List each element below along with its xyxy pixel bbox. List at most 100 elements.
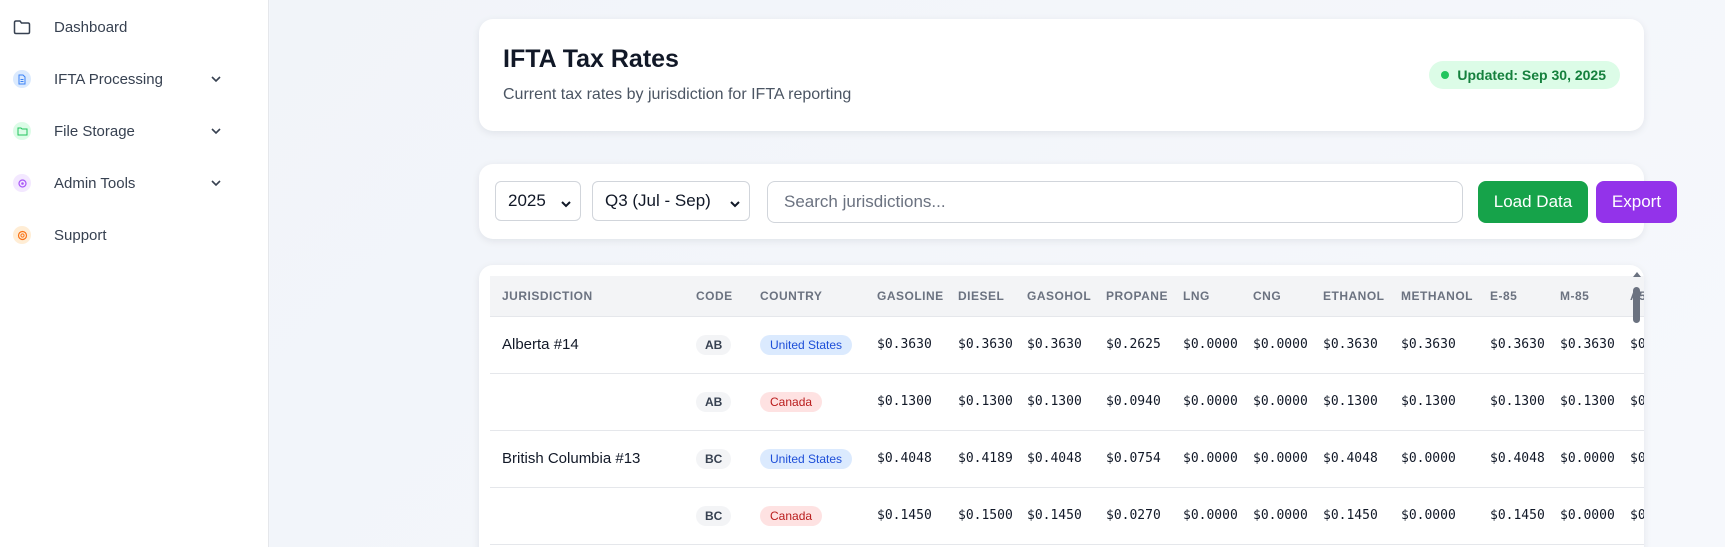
vertical-scrollbar[interactable] — [1632, 271, 1642, 547]
sidebar-item-support[interactable]: Support — [12, 217, 252, 253]
quarter-select[interactable]: Q3 (Jul - Sep) — [592, 181, 750, 221]
rate-cell: $0.1450 — [1478, 487, 1548, 545]
rates-table-card: JURISDICTION CODE COUNTRY GASOLINE DIESE… — [479, 265, 1644, 547]
folder-icon — [12, 17, 32, 37]
table-scroll-area[interactable]: JURISDICTION CODE COUNTRY GASOLINE DIESE… — [490, 276, 1644, 547]
chevron-down-icon — [560, 195, 572, 215]
rate-cell: $0.0000 — [1241, 487, 1311, 545]
column-header[interactable]: E-85 — [1478, 276, 1548, 317]
rate-cell: $0.0000 — [1548, 487, 1618, 545]
column-header[interactable]: CNG — [1241, 276, 1311, 317]
column-header[interactable]: ETHANOL — [1311, 276, 1389, 317]
year-select[interactable]: 2025 — [495, 181, 581, 221]
country-badge: Canada — [760, 505, 823, 526]
rate-cell: $0.0000 — [1171, 487, 1241, 545]
export-button[interactable]: Export — [1596, 181, 1677, 223]
rate-cell: $0.4048 — [1478, 430, 1548, 488]
rate-cell: $0.0000 — [1171, 373, 1241, 431]
column-header[interactable]: COUNTRY — [748, 276, 865, 317]
rate-cell: $0.1300 — [1311, 373, 1389, 431]
column-header[interactable]: LNG — [1171, 276, 1241, 317]
status-dot-icon — [1441, 71, 1450, 79]
rate-cell: $0.1300 — [946, 373, 1015, 431]
rate-cell: $0.0000 — [1548, 430, 1618, 488]
column-header[interactable]: M-85 — [1548, 276, 1618, 317]
table-row[interactable]: British Columbia #13 BC United States $0… — [490, 430, 1644, 488]
rate-cell: $0.4189 — [1618, 430, 1644, 488]
column-header[interactable]: METHANOL — [1389, 276, 1478, 317]
column-header[interactable]: GASOLINE — [865, 276, 946, 317]
column-header[interactable]: JURISDICTION — [490, 276, 684, 317]
code-badge: AB — [696, 391, 732, 412]
rate-cell: $0.1450 — [1015, 487, 1094, 545]
sidebar-item-dashboard[interactable]: Dashboard — [12, 9, 252, 45]
chevron-down-icon[interactable] — [208, 175, 224, 191]
rate-cell: $0.1500 — [946, 487, 1015, 545]
rate-cell: $0.1450 — [1311, 487, 1389, 545]
sidebar-item-admin-tools[interactable]: Admin Tools — [12, 165, 252, 201]
country-badge: United States — [760, 448, 853, 469]
rate-cell: $0.3630 — [1618, 316, 1644, 374]
rate-cell: $0.4048 — [865, 430, 946, 488]
status-badge: Updated: Sep 30, 2025 — [1429, 61, 1620, 89]
column-header[interactable]: DIESEL — [946, 276, 1015, 317]
search-input[interactable] — [767, 181, 1463, 223]
rate-cell: $0.1300 — [865, 373, 946, 431]
gear-icon — [13, 174, 31, 192]
rates-table: JURISDICTION CODE COUNTRY GASOLINE DIESE… — [490, 276, 1644, 545]
rate-cell: $0.4048 — [1015, 430, 1094, 488]
chevron-down-icon[interactable] — [208, 71, 224, 87]
rate-cell: $0.1450 — [865, 487, 946, 545]
column-header[interactable]: PROPANE — [1094, 276, 1171, 317]
rate-cell: $0.0754 — [1094, 430, 1171, 488]
rate-cell: $0.3630 — [1015, 316, 1094, 374]
support-icon — [13, 226, 31, 244]
rate-cell: $0.3630 — [1389, 316, 1478, 374]
country-badge: Canada — [760, 391, 823, 412]
sidebar-item-label: File Storage — [54, 122, 135, 140]
rate-cell: $0.0000 — [1389, 487, 1478, 545]
rate-cell: $0.0000 — [1171, 430, 1241, 488]
updated-label: Updated: Sep 30, 2025 — [1457, 67, 1606, 83]
rate-cell: $0.0940 — [1094, 373, 1171, 431]
table-row[interactable]: AB Canada $0.1300 $0.1300 $0.1300 $0.094… — [490, 373, 1644, 431]
rate-cell: $0.3630 — [1548, 316, 1618, 374]
jurisdiction-cell: British Columbia #13 — [490, 430, 684, 488]
scrollbar-thumb[interactable] — [1633, 287, 1640, 323]
scroll-up-arrow-icon[interactable] — [1632, 271, 1642, 281]
rate-cell: $0.4189 — [946, 430, 1015, 488]
rate-cell: $0.1500 — [1618, 487, 1644, 545]
rate-cell: $0.3630 — [1311, 316, 1389, 374]
sidebar-item-label: Admin Tools — [54, 174, 136, 192]
rate-cell: $0.1300 — [1478, 373, 1548, 431]
chevron-down-icon[interactable] — [208, 123, 224, 139]
jurisdiction-cell: Alberta #14 — [490, 316, 684, 374]
load-data-button[interactable]: Load Data — [1478, 181, 1588, 223]
code-badge: BC — [696, 448, 732, 469]
folder-icon — [13, 122, 31, 140]
rate-cell: $0.1300 — [1548, 373, 1618, 431]
rate-cell: $0.2625 — [1094, 316, 1171, 374]
rate-cell: $0.0000 — [1241, 430, 1311, 488]
rate-cell: $0.1300 — [1389, 373, 1478, 431]
sidebar-item-label: IFTA Processing — [54, 70, 163, 88]
sidebar-item-label: Dashboard — [54, 18, 128, 36]
year-select-value: 2025 — [508, 191, 546, 210]
table-row[interactable]: Alberta #14 AB United States $0.3630 $0.… — [490, 316, 1644, 374]
rate-cell: $0.0000 — [1241, 316, 1311, 374]
sidebar-item-ifta-processing[interactable]: IFTA Processing — [12, 61, 252, 97]
code-badge: BC — [696, 505, 732, 526]
sidebar-item-label: Support — [54, 226, 107, 244]
jurisdiction-cell — [490, 373, 684, 431]
rate-cell: $0.0000 — [1389, 430, 1478, 488]
column-header[interactable]: CODE — [684, 276, 748, 317]
rate-cell: $0.4048 — [1311, 430, 1389, 488]
country-badge: United States — [760, 334, 853, 355]
rate-cell: $0.0000 — [1241, 373, 1311, 431]
table-row[interactable]: BC Canada $0.1450 $0.1500 $0.1450 $0.027… — [490, 487, 1644, 545]
chevron-down-icon — [729, 195, 741, 215]
column-header[interactable]: GASOHOL — [1015, 276, 1094, 317]
sidebar-item-file-storage[interactable]: File Storage — [12, 113, 252, 149]
code-badge: AB — [696, 334, 732, 355]
rate-cell: $0.3630 — [1478, 316, 1548, 374]
